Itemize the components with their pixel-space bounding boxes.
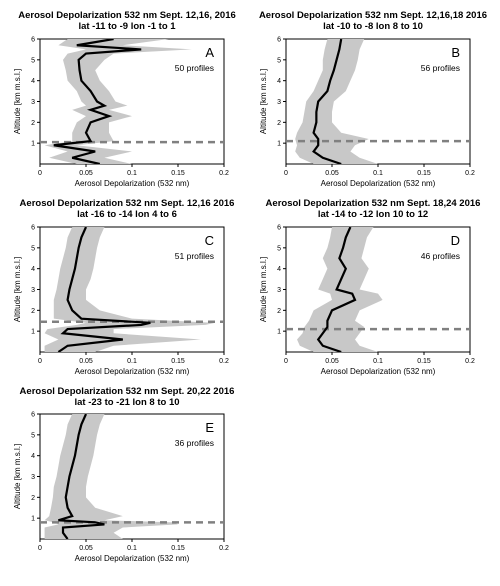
xlabel: Aerosol Depolarization (532 nm) [321, 179, 436, 188]
panel-title: Aerosol Depolarization 532 nm Sept. 20,2… [10, 386, 244, 409]
ytick-label: 2 [31, 495, 35, 502]
ytick-label: 1 [31, 328, 35, 335]
xtick-label: 0.1 [127, 545, 137, 552]
panel-letter: B [451, 45, 460, 60]
ytick-label: 2 [31, 120, 35, 127]
ylabel: Altitude [km m.s.l.] [13, 69, 22, 134]
xtick-label: 0.2 [219, 545, 229, 552]
profile-count: 46 profiles [421, 251, 460, 261]
ytick-label: 1 [277, 328, 281, 335]
panel-letter: D [451, 233, 460, 248]
ytick-label: 6 [31, 412, 35, 419]
ytick-label: 4 [277, 78, 281, 85]
xlabel: Aerosol Depolarization (532 nm) [75, 554, 190, 563]
ytick-label: 3 [31, 99, 35, 106]
panel-letter: E [205, 420, 214, 435]
profile-count: 56 profiles [421, 63, 460, 73]
ylabel: Altitude [km m.s.l.] [259, 69, 268, 134]
uncertainty-band [45, 39, 192, 164]
ytick-label: 5 [277, 245, 281, 252]
ytick-label: 5 [277, 57, 281, 64]
panel-C: Aerosol Depolarization 532 nm Sept. 12,1… [10, 198, 244, 378]
ytick-label: 4 [31, 454, 35, 461]
xtick-label: 0.2 [219, 358, 229, 365]
xtick-label: 0.15 [171, 170, 185, 177]
xtick-label: 0.2 [219, 170, 229, 177]
panel-D: Aerosol Depolarization 532 nm Sept. 18,2… [256, 198, 490, 378]
ytick-label: 4 [31, 266, 35, 273]
ytick-label: 5 [31, 245, 35, 252]
xtick-label: 0 [38, 545, 42, 552]
xtick-label: 0.1 [373, 170, 383, 177]
ylabel: Altitude [km m.s.l.] [13, 256, 22, 321]
panel-E: Aerosol Depolarization 532 nm Sept. 20,2… [10, 386, 244, 566]
xtick-label: 0.2 [465, 170, 475, 177]
ytick-label: 3 [31, 287, 35, 294]
panel-letter: C [205, 233, 214, 248]
profile-count: 36 profiles [175, 438, 214, 448]
chart-D: 0 0.05 0.1 0.15 0.2 1 2 3 4 5 6 Aerosol Depolarizat… [256, 223, 476, 378]
xtick-label: 0 [38, 170, 42, 177]
chart-A: 0 0.05 0.1 0.15 0.2 1 2 3 4 5 6 Aerosol Depolarizat… [10, 35, 230, 190]
xtick-label: 0.05 [325, 170, 339, 177]
xtick-label: 0.05 [79, 170, 93, 177]
ytick-label: 3 [277, 99, 281, 106]
panel-grid: Aerosol Depolarization 532 nm Sept. 12,1… [10, 10, 490, 565]
ytick-label: 1 [31, 140, 35, 147]
panel-title: Aerosol Depolarization 532 nm Sept. 12,1… [256, 10, 490, 33]
panel-B: Aerosol Depolarization 532 nm Sept. 12,1… [256, 10, 490, 190]
ytick-label: 2 [277, 120, 281, 127]
ytick-label: 3 [277, 287, 281, 294]
ytick-label: 1 [31, 516, 35, 523]
xtick-label: 0 [284, 358, 288, 365]
panel-title: Aerosol Depolarization 532 nm Sept. 12,1… [10, 198, 244, 221]
ylabel: Altitude [km m.s.l.] [259, 256, 268, 321]
panel-letter: A [205, 45, 214, 60]
panel-title: Aerosol Depolarization 532 nm Sept. 12,1… [10, 10, 244, 33]
chart-C: 0 0.05 0.1 0.15 0.2 1 2 3 4 5 6 Aerosol Depolarizat… [10, 223, 230, 378]
chart-B: 0 0.05 0.1 0.15 0.2 1 2 3 4 5 6 Aerosol Depolarizat… [256, 35, 476, 190]
xtick-label: 0.05 [79, 545, 93, 552]
ytick-label: 6 [31, 224, 35, 231]
xtick-label: 0.15 [417, 358, 431, 365]
xtick-label: 0.05 [325, 358, 339, 365]
xtick-label: 0.15 [171, 545, 185, 552]
xlabel: Aerosol Depolarization (532 nm) [75, 179, 190, 188]
ytick-label: 2 [31, 307, 35, 314]
ytick-label: 4 [277, 266, 281, 273]
xlabel: Aerosol Depolarization (532 nm) [321, 367, 436, 376]
ytick-label: 6 [277, 36, 281, 43]
xlabel: Aerosol Depolarization (532 nm) [75, 367, 190, 376]
profile-count: 51 profiles [175, 251, 214, 261]
xtick-label: 0.1 [127, 358, 137, 365]
xtick-label: 0.15 [171, 358, 185, 365]
xtick-label: 0.15 [417, 170, 431, 177]
xtick-label: 0.1 [373, 358, 383, 365]
profile-count: 50 profiles [175, 63, 214, 73]
ytick-label: 5 [31, 433, 35, 440]
ytick-label: 5 [31, 57, 35, 64]
xtick-label: 0.05 [79, 358, 93, 365]
ylabel: Altitude [km m.s.l.] [13, 444, 22, 509]
panel-A: Aerosol Depolarization 532 nm Sept. 12,1… [10, 10, 244, 190]
panel-title: Aerosol Depolarization 532 nm Sept. 18,2… [256, 198, 490, 221]
ytick-label: 1 [277, 140, 281, 147]
ytick-label: 3 [31, 474, 35, 481]
xtick-label: 0.2 [465, 358, 475, 365]
xtick-label: 0 [284, 170, 288, 177]
ytick-label: 6 [277, 224, 281, 231]
xtick-label: 0 [38, 358, 42, 365]
chart-E: 0 0.05 0.1 0.15 0.2 1 2 3 4 5 6 Aerosol Depolarizat… [10, 410, 230, 565]
ytick-label: 6 [31, 36, 35, 43]
xtick-label: 0.1 [127, 170, 137, 177]
ytick-label: 2 [277, 307, 281, 314]
ytick-label: 4 [31, 78, 35, 85]
